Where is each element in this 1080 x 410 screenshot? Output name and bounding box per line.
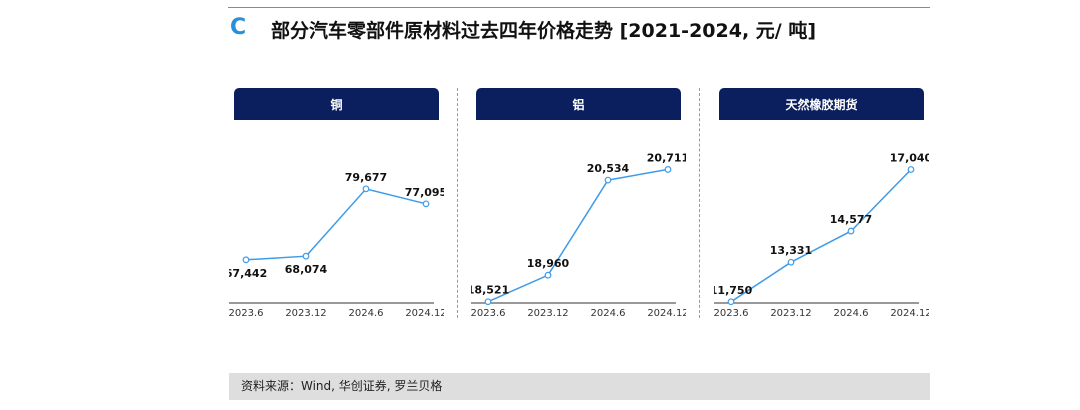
x-tick-label: 2024.6 (349, 308, 384, 319)
data-point (727, 298, 735, 306)
x-tick-label: 2024.6 (834, 308, 869, 319)
x-tick-label: 2023.12 (527, 308, 568, 319)
x-tick-label: 2023.12 (285, 308, 326, 319)
data-label: 67,442 (229, 267, 267, 280)
data-point (664, 166, 672, 173)
series-line (487, 168, 669, 303)
chart-title: 铜 (234, 88, 439, 120)
data-label: 13,331 (770, 244, 812, 257)
data-point (302, 252, 310, 260)
data-label: 20,534 (587, 162, 630, 175)
data-label: 20,711 (647, 151, 686, 164)
data-label: 79,677 (345, 171, 387, 184)
data-point (604, 176, 612, 184)
x-tick-label: 2023.6 (471, 308, 506, 319)
data-point (422, 200, 430, 208)
x-tick-label: 2023.6 (229, 308, 264, 319)
data-point (787, 258, 795, 266)
x-tick-label: 2024.6 (591, 308, 626, 319)
top-rule (228, 7, 930, 8)
data-point (847, 227, 855, 235)
x-tick-label: 2024.12 (405, 308, 444, 319)
source-note: 资料来源：Wind, 华创证券, 罗兰贝格 (229, 373, 930, 400)
chart-panel-aluminum: 铝 18,521 18,960 20,534 20,711 2023.6 2023.12 2… (471, 86, 686, 326)
data-label: 11,750 (714, 284, 753, 297)
data-label: 77,095 (405, 186, 444, 199)
panel-divider (457, 88, 458, 318)
data-label: 18,960 (527, 257, 570, 270)
data-point (484, 298, 492, 306)
panel-divider (699, 88, 700, 318)
data-label: 68,074 (285, 263, 328, 276)
page-title: 部分汽车零部件原材料过去四年价格走势 [2021-2024, 元/ 吨] (271, 20, 817, 42)
data-point (544, 271, 552, 279)
data-label: 14,577 (830, 213, 872, 226)
series-line (245, 188, 427, 261)
chart-title: 天然橡胶期货 (719, 88, 924, 120)
data-point (907, 166, 915, 173)
chart-title: 铝 (476, 88, 681, 120)
line-chart-aluminum: 18,521 18,960 20,534 20,711 2023.6 2023.12 202… (471, 151, 686, 319)
series-line (730, 168, 912, 303)
data-point (362, 185, 370, 193)
x-tick-label: 2024.12 (890, 308, 929, 319)
line-chart-rubber: 11,750 13,331 14,577 17,040 2023.6 2023.12 202… (714, 152, 929, 319)
data-point (242, 256, 250, 264)
data-label: 17,040 (890, 152, 929, 165)
chart-panel-copper: 铜 67,442 68,074 79,677 77,095 2023.6 2023.12 2… (229, 86, 444, 326)
data-label: 18,521 (471, 284, 509, 297)
line-chart-copper: 67,442 68,074 79,677 77,095 2023.6 2023.12 202… (229, 171, 444, 319)
x-tick-label: 2024.12 (647, 308, 686, 319)
chart-panel-rubber: 天然橡胶期货 11,750 13,331 14,577 17,040 2023.6 202… (714, 86, 929, 326)
x-tick-label: 2023.12 (770, 308, 811, 319)
section-letter: C (230, 15, 247, 40)
x-tick-label: 2023.6 (714, 308, 749, 319)
